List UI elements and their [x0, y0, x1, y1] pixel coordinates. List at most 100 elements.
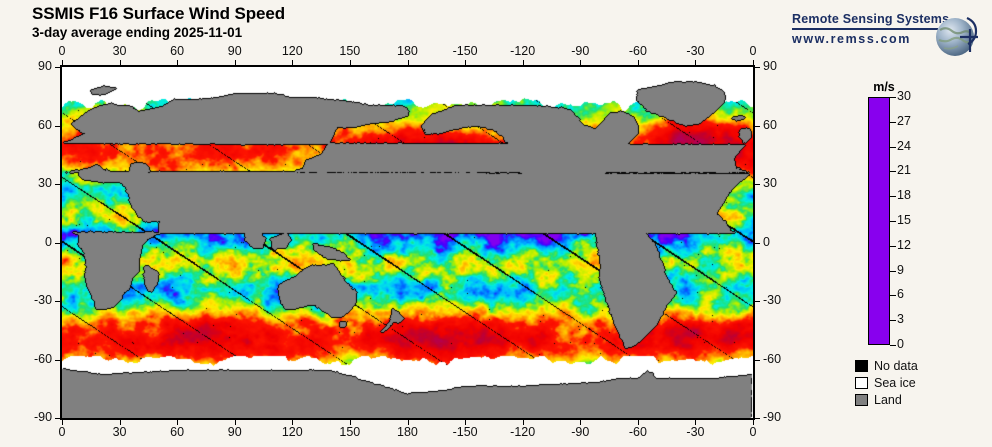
- x-axis-tick: [119, 60, 121, 65]
- title-block: SSMIS F16 Surface Wind Speed 3-day avera…: [32, 4, 285, 41]
- y-axis-tick: [755, 418, 760, 419]
- colorbar[interactable]: [868, 97, 890, 345]
- x-axis-tick: [580, 420, 582, 425]
- colorbar-tick: [890, 245, 896, 247]
- x-axis-label: 150: [339, 44, 361, 58]
- x-axis-tick: [349, 60, 351, 65]
- x-axis-tick: [637, 60, 639, 65]
- legend-swatch: [855, 376, 868, 389]
- y-axis-label: -90: [763, 410, 782, 424]
- legend-swatch: [855, 359, 868, 372]
- x-axis-tick: [465, 60, 467, 65]
- colorbar-tick: [890, 121, 896, 123]
- y-axis-tick: [55, 418, 60, 419]
- x-axis-label: -120: [510, 425, 536, 439]
- x-axis-tick: [753, 60, 754, 65]
- colorbar-tick: [890, 295, 896, 297]
- colorbar-units-label: m/s: [873, 80, 895, 94]
- legend-item: Sea ice: [855, 374, 918, 391]
- colorbar-tick-label: 30: [897, 89, 911, 103]
- y-axis-label: 30: [763, 176, 777, 190]
- colorbar-tick-label: 15: [897, 213, 911, 227]
- y-axis-tick: [55, 359, 60, 361]
- colorbar-tick: [890, 270, 896, 272]
- x-axis-tick: [177, 60, 179, 65]
- x-axis-tick: [753, 420, 754, 425]
- page-subtitle: 3-day average ending 2025-11-01: [32, 25, 243, 40]
- colorbar-tick: [890, 146, 896, 148]
- y-axis-tick: [755, 242, 760, 244]
- x-axis-label: 90: [227, 425, 242, 439]
- x-axis-tick: [407, 60, 409, 65]
- y-axis-label: 90: [38, 59, 52, 73]
- x-axis-label: 0: [58, 44, 66, 58]
- remss-logo[interactable]: Remote Sensing Systems www.remss.com: [792, 12, 988, 64]
- x-axis-label: 150: [339, 425, 361, 439]
- x-axis-label: -150: [452, 44, 478, 58]
- x-axis-label: 120: [281, 425, 303, 439]
- y-axis-tick: [55, 242, 60, 244]
- y-axis-label: 60: [38, 117, 52, 132]
- colorbar-gradient: [869, 98, 889, 344]
- colorbar-tick-label: 18: [897, 188, 911, 203]
- x-axis-tick: [292, 60, 294, 65]
- x-axis-label: 0: [749, 44, 757, 58]
- y-axis-label: 0: [763, 234, 770, 249]
- y-axis-label: 60: [763, 117, 777, 132]
- x-axis-tick: [62, 420, 63, 425]
- y-axis-tick: [55, 301, 60, 302]
- y-axis-label: -90: [34, 410, 53, 424]
- y-axis-label: -30: [34, 293, 53, 307]
- x-axis-label: 180: [397, 425, 418, 439]
- colorbar-tick: [890, 221, 896, 222]
- x-axis-label: -120: [510, 44, 536, 58]
- colorbar-tick-label: 21: [897, 163, 911, 178]
- x-axis-tick: [234, 60, 236, 65]
- x-axis-label: 0: [749, 425, 757, 439]
- x-axis-label: 0: [58, 425, 66, 439]
- x-axis-tick: [522, 60, 524, 65]
- x-axis-label: -60: [628, 44, 647, 58]
- x-axis-label: 180: [397, 44, 418, 58]
- y-axis-tick: [755, 301, 760, 302]
- x-axis-label: -60: [628, 425, 647, 439]
- colorbar-tick-label: 27: [897, 113, 911, 128]
- legend-swatch: [855, 393, 868, 406]
- logo-divider: [792, 28, 938, 30]
- page-title: SSMIS F16 Surface Wind Speed: [32, 4, 286, 23]
- x-axis-tick: [637, 420, 639, 425]
- y-axis-label: -60: [34, 351, 53, 366]
- legend-label: Land: [874, 392, 902, 407]
- colorbar-tick-label: 12: [897, 237, 911, 252]
- wind-speed-map[interactable]: [60, 65, 755, 420]
- x-axis-tick: [119, 420, 121, 425]
- y-axis-tick: [755, 67, 760, 68]
- x-axis-label: 30: [112, 44, 127, 58]
- x-axis-tick: [695, 420, 697, 425]
- logo-url: www.remss.com: [792, 32, 911, 46]
- colorbar-tick-label: 9: [897, 262, 904, 277]
- x-axis-label: 30: [112, 425, 127, 439]
- x-axis-label: 120: [281, 44, 303, 58]
- legend-label: Sea ice: [874, 375, 916, 390]
- map-legend: No data Sea ice Land: [855, 357, 918, 408]
- y-axis-label: 30: [38, 176, 52, 190]
- y-axis-label: 0: [45, 234, 52, 249]
- colorbar-tick: [890, 171, 896, 173]
- x-axis-label: -150: [452, 425, 478, 439]
- y-axis-tick: [55, 67, 60, 68]
- colorbar-tick-label: 0: [897, 337, 904, 351]
- x-axis-label: 60: [170, 44, 185, 58]
- colorbar-tick: [890, 196, 896, 198]
- y-axis-tick: [755, 359, 760, 361]
- x-axis-tick: [292, 420, 294, 425]
- x-axis-label: 90: [227, 44, 242, 58]
- y-axis-tick: [755, 184, 760, 185]
- map-raster: [62, 67, 753, 418]
- x-axis-tick: [407, 420, 409, 425]
- legend-item: Land: [855, 391, 918, 408]
- x-axis-label: 60: [170, 425, 185, 439]
- x-axis-tick: [177, 420, 179, 425]
- colorbar-tick-label: 6: [897, 287, 904, 302]
- y-axis-tick: [755, 125, 760, 127]
